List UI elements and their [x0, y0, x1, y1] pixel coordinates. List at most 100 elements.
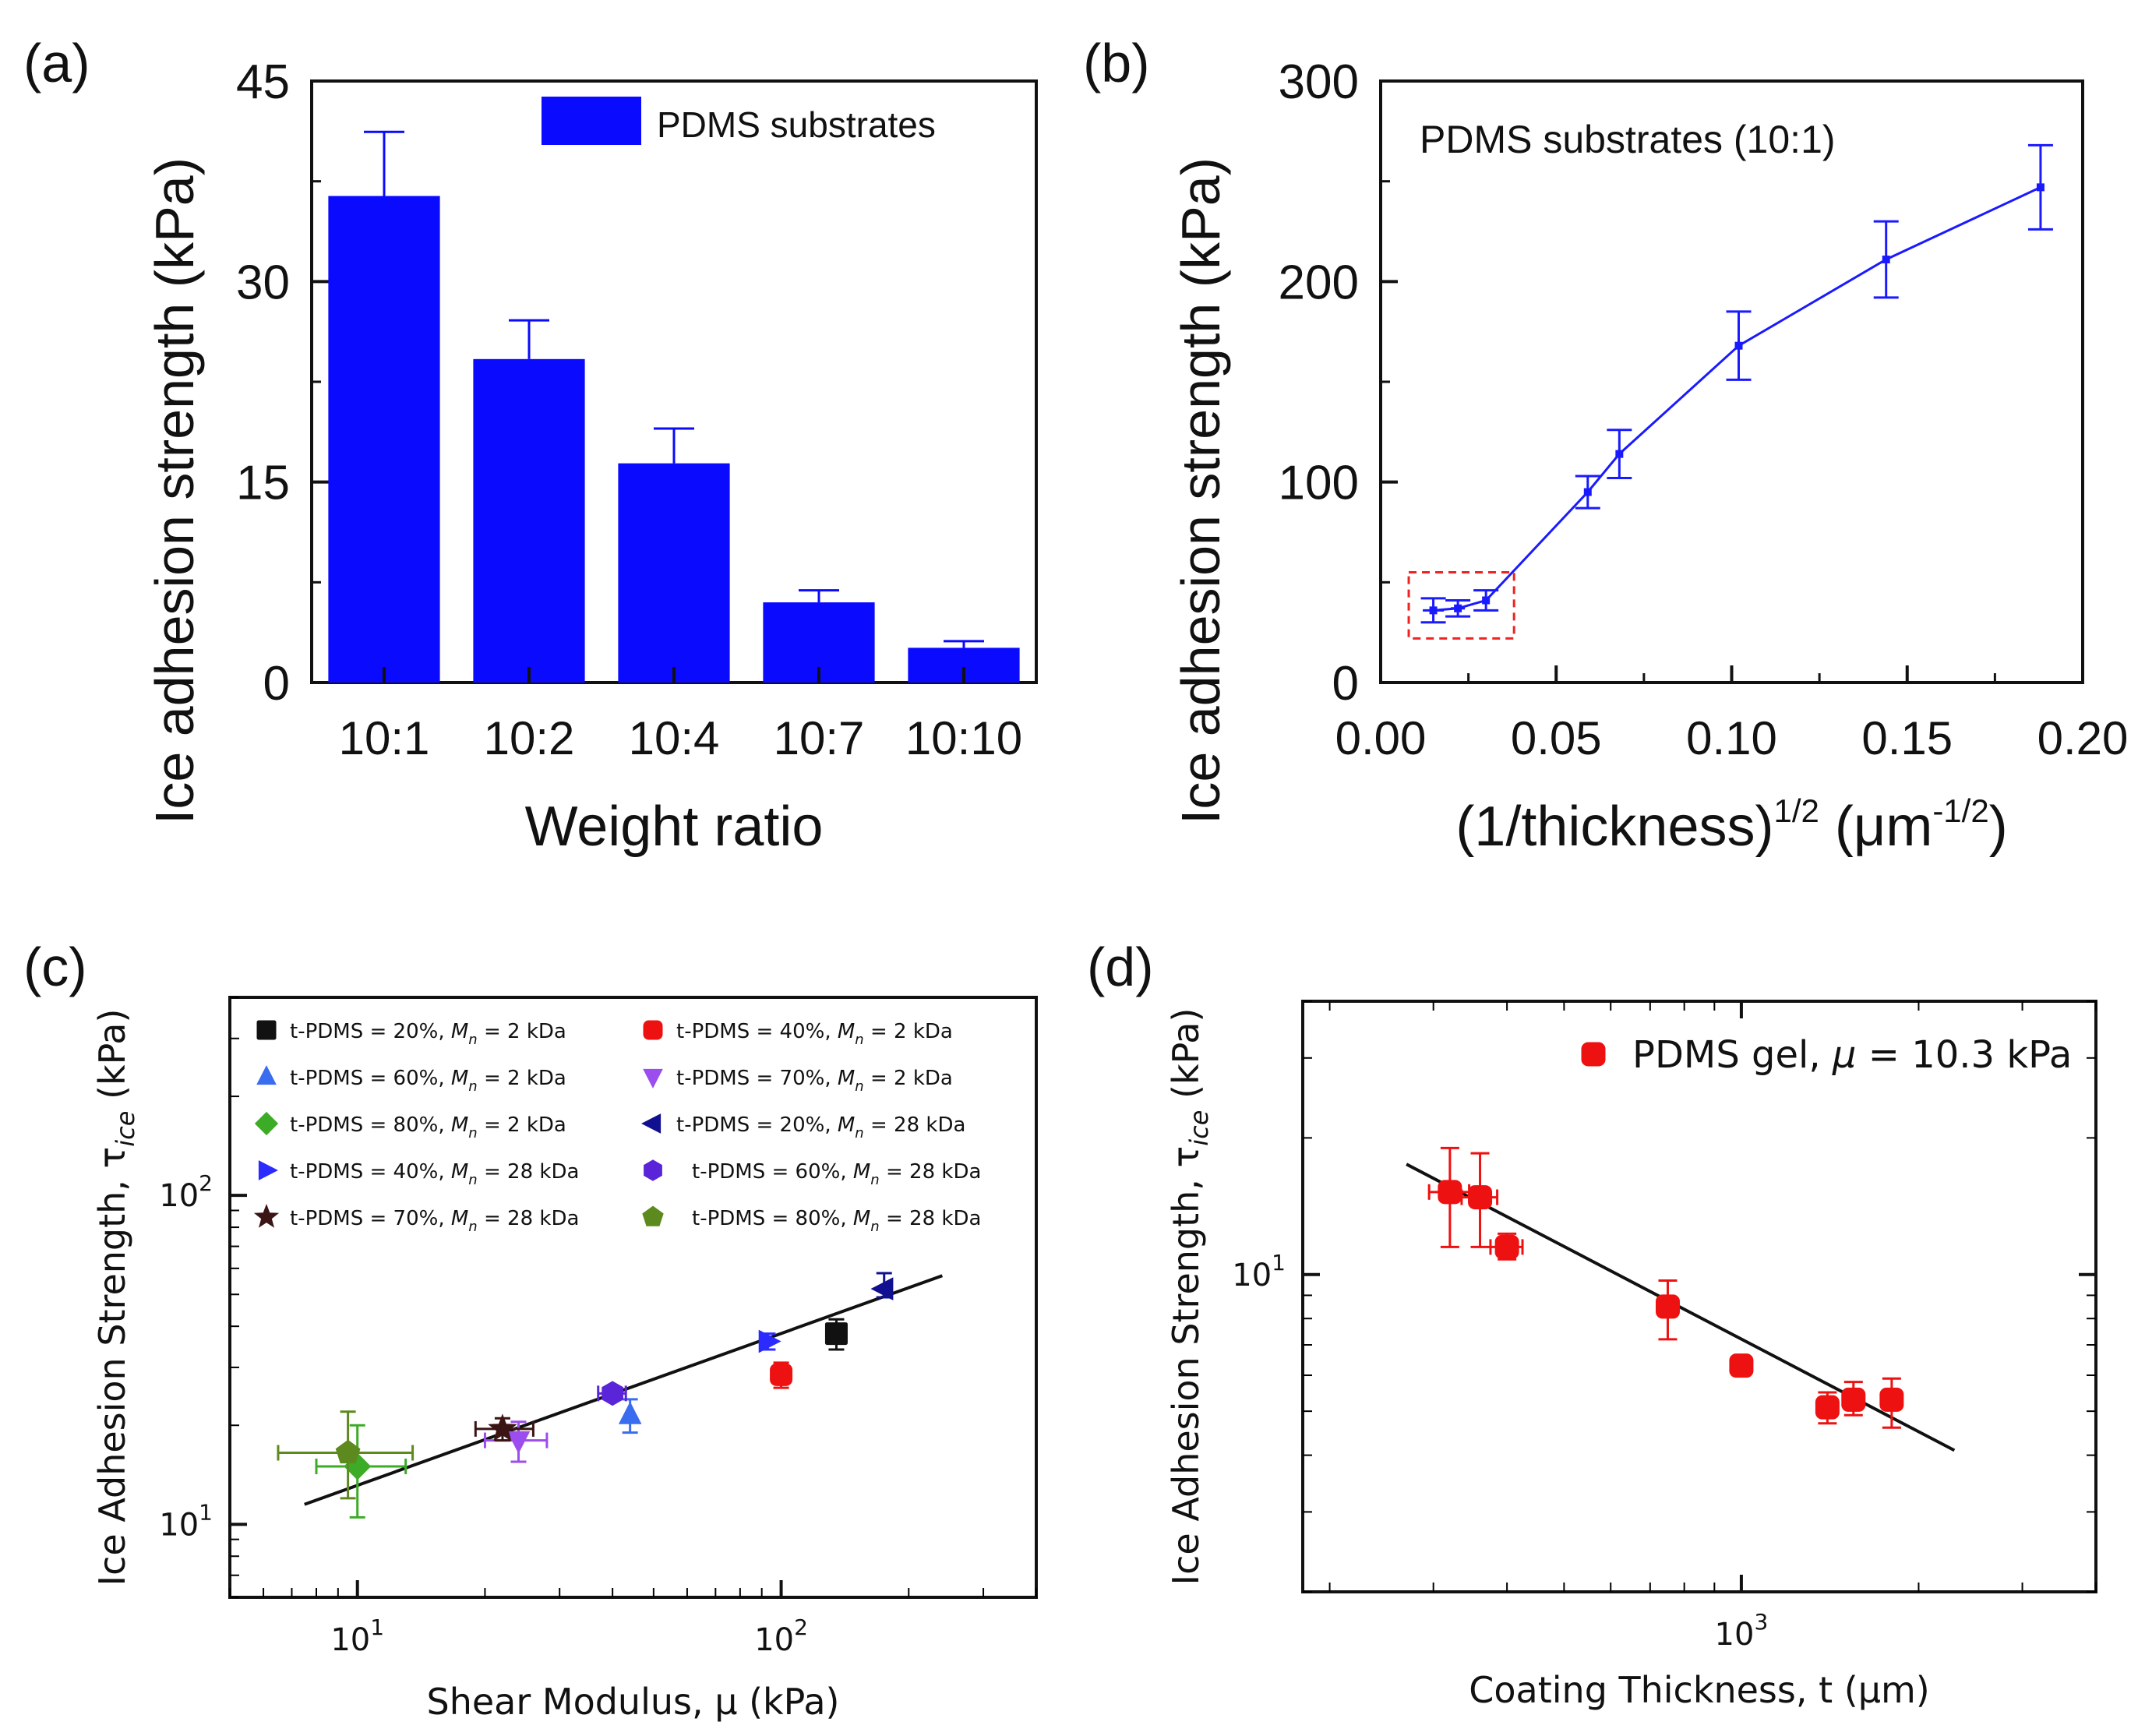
legend-label-c-sub: n — [870, 1219, 879, 1235]
panel-label-a: (a) — [23, 33, 90, 94]
legend-label-c-tail: = 28 kDa — [478, 1207, 580, 1230]
x-tick-label-b: 0.05 — [1511, 712, 1602, 764]
legend-label-c-sub: n — [468, 1172, 477, 1188]
data-point-c — [506, 1431, 531, 1454]
legend-label-c-tail: = 2 kDa — [864, 1020, 953, 1043]
y-tick-label-a: 15 — [236, 457, 290, 510]
legend-label-c-var: M — [451, 1020, 468, 1043]
legend-marker-c — [256, 1065, 277, 1085]
data-point-b — [1482, 596, 1491, 605]
legend-label-c-var: M — [853, 1160, 870, 1184]
legend-label-c-sub: n — [468, 1078, 477, 1095]
x-tick-label-b: 0.15 — [1861, 712, 1953, 764]
data-point-c — [618, 1401, 642, 1424]
x-tick-label-c-exp: 1 — [370, 1614, 384, 1640]
x-tick-label-c: 101 — [330, 1614, 384, 1658]
plot-frame-c — [228, 996, 1038, 1599]
y-tick-label-c-exp: 1 — [199, 1499, 213, 1525]
series-c-7 — [597, 1381, 627, 1406]
fit-line-c — [304, 1274, 944, 1506]
legend-label-c: t-PDMS = 40%, Mn = 28 kDa — [290, 1160, 579, 1188]
legend-marker-d — [1581, 1042, 1606, 1067]
x-axis-label-b-main: (1/thickness) — [1455, 796, 1773, 858]
y-tick-label-a: 30 — [236, 256, 290, 309]
data-point-d — [1841, 1387, 1866, 1412]
legend-label-c-tail: = 28 kDa — [880, 1207, 982, 1230]
y-tick-label-c: 102 — [159, 1170, 213, 1214]
bar-10-4 — [618, 463, 730, 683]
legend-label-c: t-PDMS = 60%, Mn = 28 kDa — [692, 1160, 981, 1188]
legend-label-c-tail: = 28 kDa — [864, 1113, 966, 1137]
y-tick-label-b: 0 — [1332, 657, 1359, 711]
legend-label-c-var: M — [451, 1207, 468, 1230]
legend-label-c-lead: t-PDMS = 70%, — [676, 1067, 838, 1090]
x-tick-label-c-base: 10 — [330, 1622, 370, 1658]
legend-marker-c — [253, 1203, 280, 1228]
y-tick-label-d-exp: 1 — [1272, 1250, 1286, 1276]
x-tick-label-b: 0.10 — [1686, 712, 1777, 764]
y-axis-label-d-unit: (kPa) — [1165, 1008, 1207, 1110]
series-c-8 — [474, 1413, 534, 1442]
legend-marker-c — [641, 1113, 662, 1134]
legend-label-c-tail: = 2 kDa — [478, 1020, 566, 1043]
y-axis-label-c: Ice Adhesion Strength, τice (kPa) — [91, 1009, 140, 1586]
x-tick-label-a: 10:4 — [629, 712, 720, 764]
legend-label-d-lead: PDMS gel, — [1632, 1033, 1833, 1077]
y-tick-label-d: 101 — [1232, 1250, 1286, 1293]
y-tick-label-b: 200 — [1279, 256, 1359, 309]
legend-label-c: t-PDMS = 70%, Mn = 28 kDa — [290, 1207, 579, 1235]
legend-marker-c — [254, 1111, 279, 1136]
bar-10-1 — [328, 196, 440, 683]
data-point-d — [1879, 1387, 1904, 1412]
legend-swatch-a — [542, 97, 641, 145]
legend-label-c-var: M — [853, 1207, 870, 1230]
panel-label-b: (b) — [1083, 33, 1150, 94]
x-axis-label-d: Coating Thickness, t (μm) — [1469, 1669, 1929, 1711]
x-tick-label-a: 10:7 — [774, 712, 865, 764]
data-point-d — [1815, 1395, 1840, 1420]
x-axis-label-b-unit: (μm — [1819, 796, 1932, 858]
legend-label-c-sub: n — [468, 1219, 477, 1235]
data-point-b — [1429, 606, 1438, 615]
data-point-b — [1583, 488, 1592, 496]
y-axis-label-c-sub: ice — [111, 1111, 140, 1147]
data-point-d — [1494, 1234, 1519, 1259]
legend-marker-c — [256, 1020, 277, 1040]
data-point-b — [1882, 256, 1890, 264]
y-axis-label-b: Ice adhesion strength (kPa) — [1170, 157, 1231, 824]
y-tick-label-b: 100 — [1279, 457, 1359, 510]
legend-label-c-tail: = 2 kDa — [478, 1113, 566, 1137]
legend-label-c-var: M — [838, 1067, 855, 1090]
x-tick-label-c-exp: 2 — [794, 1614, 808, 1640]
legend-label-c-lead: t-PDMS = 40%, — [290, 1160, 451, 1184]
legend-label-c: t-PDMS = 60%, Mn = 2 kDa — [290, 1067, 566, 1095]
data-point-c — [824, 1322, 848, 1346]
data-point-c — [488, 1413, 517, 1441]
legend-label-c-lead: t-PDMS = 70%, — [290, 1207, 451, 1230]
y-tick-label-d-base: 10 — [1232, 1258, 1272, 1293]
legend-label-c-sub: n — [855, 1032, 863, 1048]
legend-label-c-var: M — [838, 1113, 855, 1137]
x-axis-label-b-unit-sup: -1/2 — [1932, 792, 1988, 829]
panel-label-d: (d) — [1087, 937, 1154, 997]
data-point-b — [1734, 341, 1743, 350]
legend-label-d-tail: = 10.3 kPa — [1856, 1033, 2072, 1077]
data-point-c — [335, 1439, 361, 1464]
legend-label-c-lead: t-PDMS = 40%, — [676, 1020, 838, 1043]
panel-a: (a) 0 15 30 45 10:1 10:2 10:4 10:7 10:10 PDMS subs… — [23, 33, 1038, 858]
legend-label-c-var: M — [838, 1020, 855, 1043]
y-axis-label-a: Ice adhesion strength (kPa) — [144, 157, 205, 824]
annotation-b: PDMS substrates (10:1) — [1420, 118, 1836, 161]
y-axis-label-d-main: Ice Adhesion Strength, τ — [1165, 1146, 1207, 1586]
data-point-c — [602, 1381, 623, 1406]
data-point-b — [1454, 604, 1462, 612]
y-tick-label-c: 101 — [159, 1499, 213, 1543]
legend-marker-c — [258, 1160, 278, 1180]
series-c-1 — [770, 1361, 793, 1389]
x-axis-label-b-close: ) — [1989, 796, 2008, 858]
x-tick-label-b: 0.20 — [2037, 712, 2129, 764]
data-point-b — [1615, 450, 1624, 458]
